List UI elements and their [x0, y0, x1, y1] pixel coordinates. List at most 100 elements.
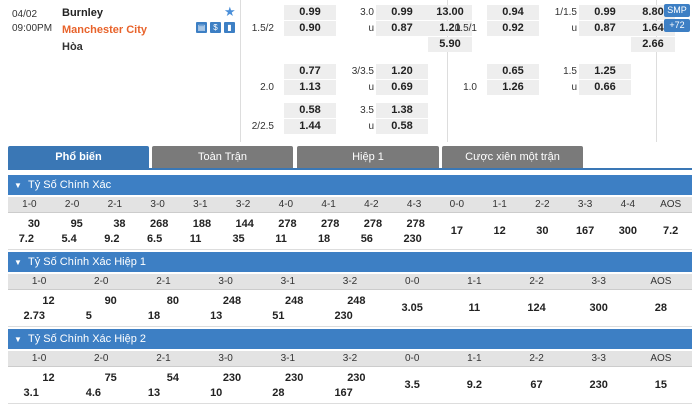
odds-cell[interactable]: 0.58 — [284, 103, 336, 118]
odds-cell[interactable]: 5 — [85, 310, 92, 322]
odds-cell[interactable]: 0.99 — [376, 5, 428, 20]
odds-cell[interactable]: 278 — [278, 218, 297, 230]
section-header[interactable]: ▼ Tỷ Số Chính Xác Hiệp 1 — [8, 252, 692, 272]
odds-cell[interactable]: 9.2 — [466, 379, 482, 391]
odds-cell[interactable]: 9.2 — [104, 233, 120, 245]
section-header[interactable]: ▼ Tỷ Số Chính Xác Hiệp 2 — [8, 329, 692, 349]
odds-cell[interactable]: 230 — [347, 372, 366, 384]
odds-cell[interactable]: 248 — [285, 295, 304, 307]
tab-parlay[interactable]: Cược xiên một trận — [442, 146, 583, 168]
odds-cell[interactable]: 12 — [42, 295, 55, 307]
stats-icon[interactable]: ▤ — [196, 22, 207, 33]
odds-cell[interactable]: 300 — [618, 225, 638, 237]
odds-cell[interactable]: 15 — [654, 379, 668, 391]
odds-cell[interactable]: 278 — [363, 218, 383, 230]
odds-cell[interactable]: 230 — [403, 233, 422, 245]
odds-cell[interactable]: 0.90 — [284, 21, 336, 36]
collapse-icon[interactable]: ▼ — [14, 258, 22, 267]
odds-cell[interactable]: 2.66 — [631, 37, 675, 52]
collapse-icon[interactable]: ▼ — [14, 335, 22, 344]
odds-cell[interactable]: 2.73 — [23, 310, 45, 322]
odds-cell[interactable]: 1.44 — [284, 119, 336, 134]
odds-cell[interactable]: 0.94 — [487, 5, 539, 20]
odds-cell[interactable]: 248 — [222, 295, 242, 307]
odds-cell[interactable]: 167 — [575, 225, 595, 237]
odds-cell[interactable]: 0.99 — [284, 5, 336, 20]
collapse-icon[interactable]: ▼ — [14, 181, 22, 190]
odds-cell[interactable]: 0.66 — [579, 80, 631, 95]
odds-cell[interactable]: 18 — [317, 233, 331, 245]
odds-cell[interactable]: 54 — [166, 372, 179, 384]
section-header[interactable]: ▼ Tỷ Số Chính Xác — [8, 175, 692, 195]
odds-cell[interactable]: 11 — [468, 302, 481, 314]
odds-cell[interactable]: 30 — [27, 218, 41, 230]
odds-cell[interactable]: 38 — [113, 218, 126, 230]
odds-cell[interactable]: 7.2 — [662, 225, 679, 237]
odds-cell[interactable]: 56 — [360, 233, 373, 245]
odds-cell[interactable]: 5.90 — [428, 37, 472, 52]
odds-cell[interactable]: 12 — [42, 372, 55, 384]
odds-cell[interactable]: 28 — [272, 387, 285, 399]
odds-cell[interactable]: 230 — [285, 372, 304, 384]
odds-cell[interactable]: 13 — [147, 387, 161, 399]
odds-cell[interactable]: 144 — [235, 218, 254, 230]
more-markets-button[interactable]: +72 — [664, 19, 690, 32]
away-team[interactable]: Manchester City — [62, 24, 147, 36]
odds-cell[interactable]: 67 — [530, 379, 543, 391]
odds-cell[interactable]: 11 — [275, 233, 287, 245]
odds-cell[interactable]: 3.05 — [401, 302, 423, 314]
odds-cell[interactable]: 1.25 — [579, 64, 631, 79]
odds-cell[interactable]: 230 — [589, 379, 608, 391]
odds-cell[interactable]: 0.77 — [284, 64, 336, 79]
odds-cell[interactable]: 1.38 — [376, 103, 428, 118]
odds-cell[interactable]: 248 — [347, 295, 366, 307]
tab-first-half[interactable]: Hiệp 1 — [297, 146, 439, 168]
odds-cell[interactable]: 230 — [334, 310, 353, 322]
odds-cell[interactable]: 6.5 — [146, 233, 163, 245]
odds-cell[interactable]: 1.21 — [428, 21, 472, 36]
odds-cell[interactable]: 0.58 — [376, 119, 428, 134]
odds-cell[interactable]: 51 — [272, 310, 285, 322]
odds-cell[interactable]: 0.92 — [487, 21, 539, 36]
odds-cell[interactable]: 11 — [189, 233, 202, 245]
odds-cell[interactable]: 167 — [334, 387, 353, 399]
odds-cell[interactable]: 0.69 — [376, 80, 428, 95]
odds-cell[interactable]: 35 — [232, 233, 245, 245]
odds-cell[interactable]: 5.4 — [61, 233, 77, 245]
odds-cell[interactable]: 90 — [104, 295, 117, 307]
favorite-star-icon[interactable]: ★ — [224, 4, 236, 19]
odds-cell[interactable]: 80 — [166, 295, 179, 307]
smp-button[interactable]: SMP — [664, 4, 690, 17]
odds-cell[interactable]: 278 — [320, 218, 340, 230]
odds-cell[interactable]: 1.13 — [284, 80, 336, 95]
odds-cell[interactable]: 13 — [210, 310, 223, 322]
odds-cell[interactable]: 12 — [493, 225, 506, 237]
odds-cell[interactable]: 188 — [192, 218, 212, 230]
odds-cell[interactable]: 13.00 — [428, 5, 472, 20]
odds-cell[interactable]: 1.26 — [487, 80, 539, 95]
odds-cell[interactable]: 3.5 — [404, 379, 420, 391]
odds-cell[interactable]: 17 — [450, 225, 463, 237]
odds-cell[interactable]: 0.99 — [579, 5, 631, 20]
odds-cell[interactable]: 3.1 — [23, 387, 39, 399]
tab-full-match[interactable]: Toàn Trận — [152, 146, 293, 168]
odds-cell[interactable]: 124 — [527, 302, 546, 314]
odds-cell[interactable]: 28 — [654, 302, 668, 314]
odds-cell[interactable]: 0.87 — [376, 21, 428, 36]
odds-cell[interactable]: 230 — [222, 372, 242, 384]
odds-cell[interactable]: 300 — [589, 302, 608, 314]
odds-cell[interactable]: 4.6 — [85, 387, 101, 399]
odds-cell[interactable]: 18 — [147, 310, 161, 322]
odds-cell[interactable]: 10 — [210, 387, 223, 399]
odds-cell[interactable]: 278 — [406, 218, 425, 230]
odds-cell[interactable]: 0.87 — [579, 21, 631, 36]
odds-cell[interactable]: 1.20 — [376, 64, 428, 79]
dollar-icon[interactable]: $ — [210, 22, 221, 33]
chart-icon[interactable]: ▮ — [224, 22, 235, 33]
odds-cell[interactable]: 75 — [104, 372, 117, 384]
home-team[interactable]: Burnley — [62, 7, 103, 19]
odds-cell[interactable]: 30 — [536, 225, 549, 237]
odds-cell[interactable]: 95 — [70, 218, 83, 230]
odds-cell[interactable]: 7.2 — [18, 233, 34, 245]
tab-popular[interactable]: Phổ biến — [8, 146, 149, 168]
